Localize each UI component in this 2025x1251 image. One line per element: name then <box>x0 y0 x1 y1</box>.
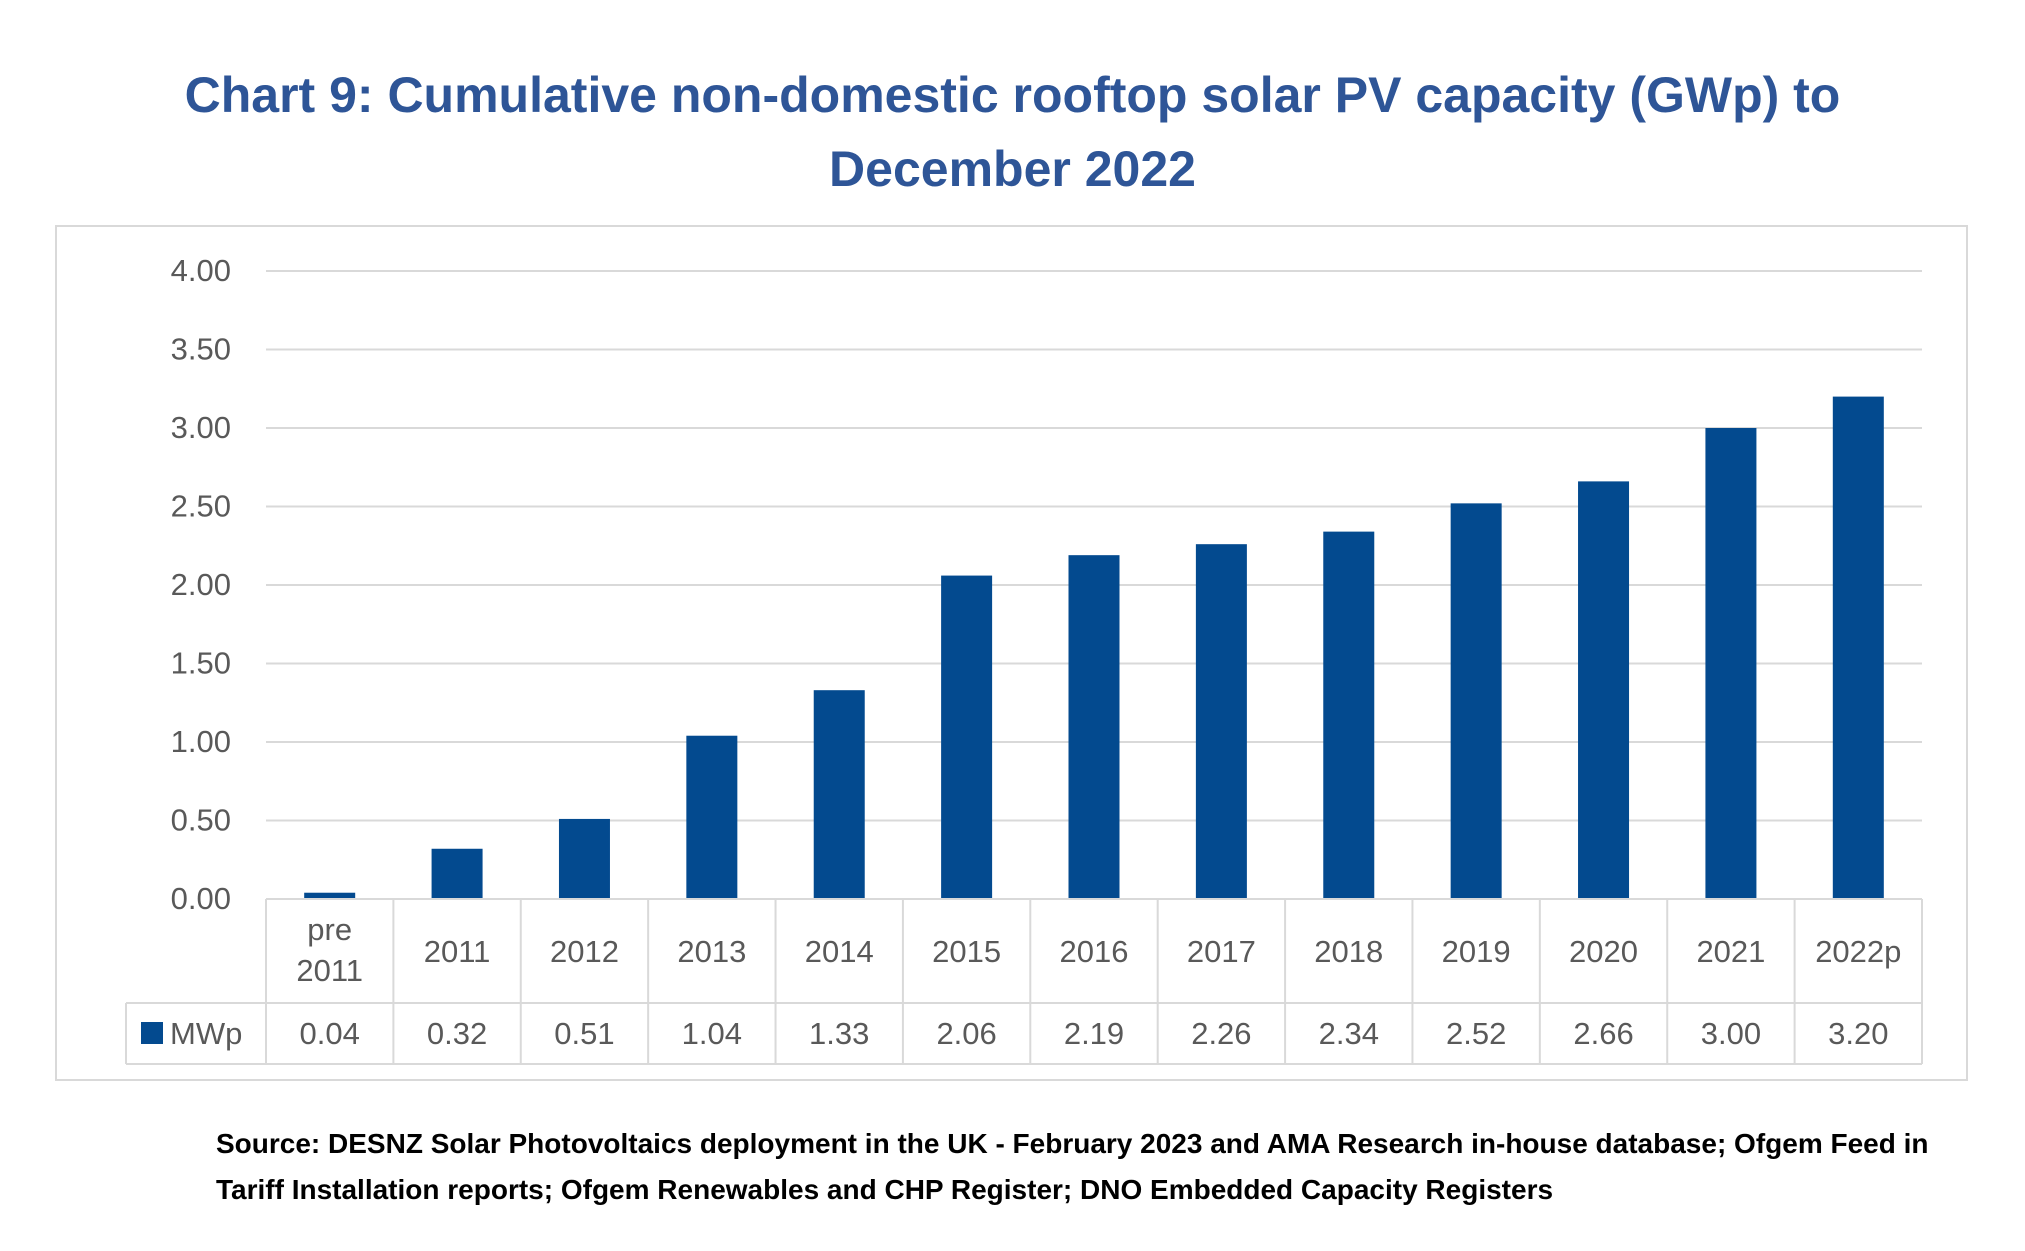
data-label: 1.33 <box>809 1016 869 1051</box>
data-label: 0.04 <box>300 1016 360 1051</box>
data-label: 0.32 <box>427 1016 487 1051</box>
chart-border <box>55 225 1968 1081</box>
data-label: 2.66 <box>1573 1016 1633 1051</box>
x-tick-label: 2016 <box>1060 934 1129 969</box>
bar <box>813 690 865 899</box>
y-tick-label: 2.50 <box>171 489 231 524</box>
data-label: 0.51 <box>554 1016 614 1051</box>
x-tick-label: 2011 <box>424 934 491 969</box>
bar <box>1705 428 1757 899</box>
x-tick-label: 2013 <box>677 934 746 969</box>
x-tick-label: 2017 <box>1187 934 1256 969</box>
legend-swatch <box>141 1022 163 1044</box>
bar <box>431 848 483 899</box>
x-tick-label: 2012 <box>550 934 619 969</box>
y-axis-tick-labels: 0.00 0.50 1.00 1.50 2.00 2.50 3.00 3.50 4.00 <box>171 253 231 916</box>
y-tick-label: 0.00 <box>171 881 231 916</box>
chart-title: Chart 9: Cumulative non-domestic rooftop… <box>0 58 2025 206</box>
x-tick-label: 2022p <box>1815 934 1901 969</box>
data-table: pre 2011 2011 2012 2013 2014 2015 2016 2017 2018 2… <box>125 898 1923 1065</box>
bar <box>558 818 610 899</box>
x-tick-label: 2019 <box>1442 934 1511 969</box>
y-tick-label: 3.50 <box>171 332 231 367</box>
bars <box>304 396 1884 899</box>
bar <box>304 892 356 899</box>
x-tick-label: 2021 <box>1696 934 1765 969</box>
x-tick-label: 2014 <box>805 934 874 969</box>
data-label: 3.20 <box>1828 1016 1888 1051</box>
bar <box>1068 555 1120 899</box>
y-tick-label: 1.50 <box>171 646 231 681</box>
x-tick-label: 2015 <box>932 934 1001 969</box>
y-tick-label: 4.00 <box>171 253 231 288</box>
bar <box>686 735 738 899</box>
data-label: 2.06 <box>936 1016 996 1051</box>
data-label: 3.00 <box>1701 1016 1761 1051</box>
chart-title-line-1: Chart 9: Cumulative non-domestic rooftop… <box>184 67 1841 123</box>
data-label: 2.34 <box>1319 1016 1379 1051</box>
source-line-1: Source: DESNZ Solar Photovoltaics deploy… <box>216 1128 1929 1159</box>
data-label: 2.26 <box>1191 1016 1251 1051</box>
bar <box>1832 396 1884 899</box>
x-tick-label: pre 2011 <box>296 912 363 988</box>
y-tick-label: 1.00 <box>171 724 231 759</box>
y-tick-label: 3.00 <box>171 410 231 445</box>
data-label: 1.04 <box>682 1016 742 1051</box>
x-tick-label: 2020 <box>1569 934 1638 969</box>
bar <box>1195 544 1247 899</box>
bar <box>1578 481 1630 899</box>
source-note: Source: DESNZ Solar Photovoltaics deploy… <box>216 1121 2016 1213</box>
bar <box>941 575 993 899</box>
y-tick-label: 2.00 <box>171 567 231 602</box>
x-tick-label: 2018 <box>1314 934 1383 969</box>
bar <box>1450 503 1502 899</box>
legend-label: MWp <box>170 1016 242 1051</box>
data-label: 2.19 <box>1064 1016 1124 1051</box>
chart-title-line-2: December 2022 <box>829 141 1196 197</box>
bar <box>1323 531 1375 899</box>
data-label: 2.52 <box>1446 1016 1506 1051</box>
y-tick-label: 0.50 <box>171 803 231 838</box>
source-line-2: Tariff Installation reports; Ofgem Renew… <box>216 1174 1554 1205</box>
